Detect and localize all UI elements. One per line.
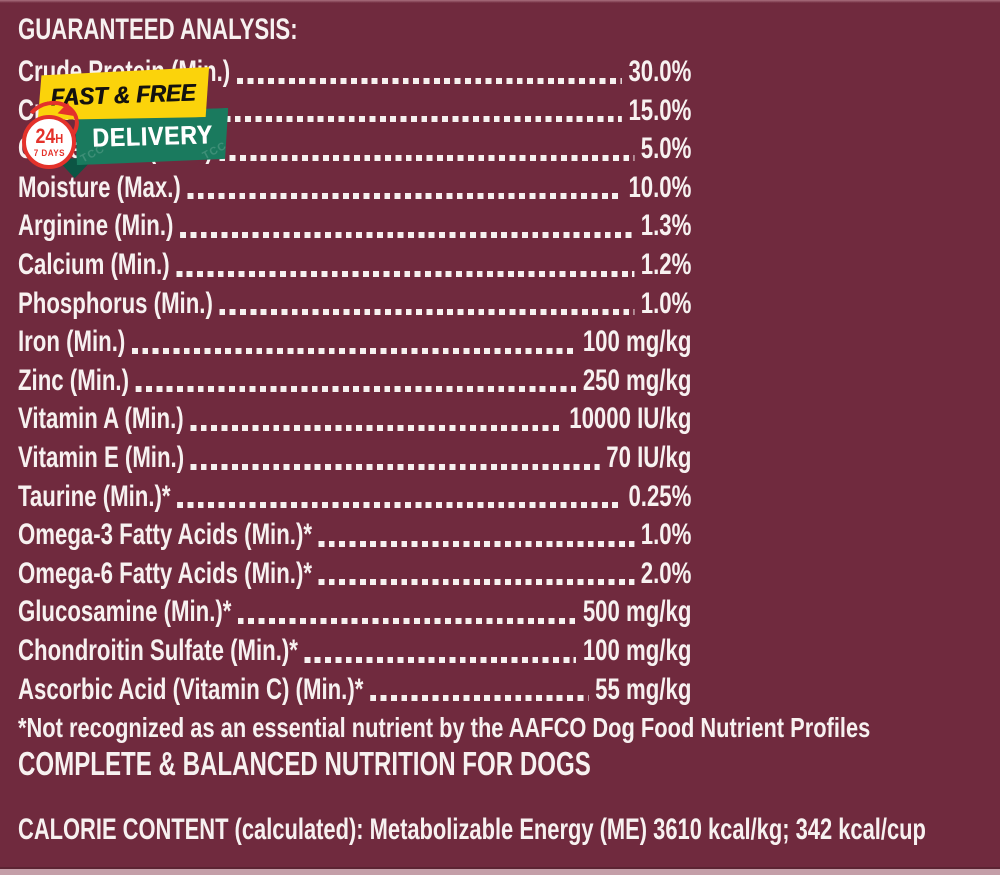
dot-leader <box>131 347 577 354</box>
nutrient-value: 10000 IU/kg <box>569 402 692 436</box>
hours-label: 24H <box>35 124 63 148</box>
nutrient-value: 1.0% <box>640 518 692 552</box>
analysis-row: Arginine (Min.) 1.3% <box>18 207 691 246</box>
nutrient-value: 1.3% <box>640 209 692 243</box>
package-bottom-edge <box>0 867 1000 875</box>
dot-leader <box>190 424 563 431</box>
nutrient-label: Calcium (Min.) <box>18 247 170 281</box>
nutrient-value: 30.0% <box>628 55 692 88</box>
aafco-footnote: *Not recognized as an essential nutrient… <box>18 712 871 743</box>
analysis-row: Iron (Min.) 100 mg/kg <box>18 323 691 362</box>
analysis-row: Vitamin E (Min.) 70 IU/kg <box>18 439 691 478</box>
nutrient-value: 15.0% <box>628 93 692 127</box>
dot-leader <box>304 656 577 663</box>
package-top-edge <box>0 0 1000 3</box>
nutrient-label: Vitamin E (Min.) <box>18 440 185 474</box>
analysis-row: Phosphorus (Min.) 1.0% <box>18 285 691 324</box>
nutrient-label: Phosphorus (Min.) <box>18 286 213 320</box>
analysis-row: Chondroitin Sulfate (Min.)* 100 mg/kg <box>18 632 691 671</box>
nutrient-label: Moisture (Max.) <box>18 170 181 204</box>
analysis-row: Omega-6 Fatty Acids (Min.)* 2.0% <box>18 555 691 594</box>
analysis-row: Taurine (Min.)* 0.25% <box>18 478 691 517</box>
dot-leader <box>187 193 622 200</box>
nutrient-value: 10.0% <box>628 170 692 204</box>
nutrient-label: Iron (Min.) <box>18 325 126 359</box>
nutrient-label: Glucosamine (Min.)* <box>18 595 232 629</box>
dot-leader <box>238 617 577 624</box>
dot-leader <box>135 386 577 393</box>
nutrient-label: Omega-3 Fatty Acids (Min.)* <box>18 518 312 552</box>
nutrient-label: Ascorbic Acid (Vitamin C) (Min.)* <box>18 672 364 706</box>
nutrient-value: 1.2% <box>640 247 692 281</box>
nutrient-label: Chondroitin Sulfate (Min.)* <box>18 633 298 667</box>
dot-leader <box>370 695 589 702</box>
nutrient-label: Omega-6 Fatty Acids (Min.)* <box>18 556 312 590</box>
dot-leader <box>180 231 635 238</box>
analysis-row: Ascorbic Acid (Vitamin C) (Min.)* 55 mg/… <box>18 671 691 710</box>
dot-leader <box>318 579 635 586</box>
nutrient-value: 100 mg/kg <box>582 325 692 359</box>
nutrient-label: Vitamin A (Min.) <box>18 402 184 436</box>
analysis-row: Moisture (Max.) 10.0% <box>18 169 691 208</box>
analysis-row: Calcium (Min.) 1.2% <box>18 246 691 285</box>
complete-balanced-heading: COMPLETE & BALANCED NUTRITION FOR DOGS <box>18 745 591 782</box>
days-label: 7 DAYS <box>33 147 65 158</box>
calorie-content-line: CALORIE CONTENT (calculated): Metaboliza… <box>18 813 926 846</box>
analysis-row: Vitamin A (Min.) 10000 IU/kg <box>18 400 691 439</box>
nutrient-value: 100 mg/kg <box>582 633 692 667</box>
dot-leader <box>176 270 635 277</box>
nutrient-value: 500 mg/kg <box>582 595 692 629</box>
nutrient-value: 0.25% <box>628 479 692 513</box>
nutrient-label: Arginine (Min.) <box>18 209 174 243</box>
dot-leader <box>236 77 622 84</box>
guaranteed-analysis-title: GUARANTEED ANALYSIS: <box>18 13 298 46</box>
dot-leader <box>318 540 635 547</box>
dot-leader <box>219 154 635 161</box>
dot-leader <box>219 309 635 316</box>
dot-leader <box>193 116 622 123</box>
nutrient-value: 70 IU/kg <box>606 440 692 474</box>
analysis-row: Omega-3 Fatty Acids (Min.)* 1.0% <box>18 516 691 555</box>
nutrient-value: 250 mg/kg <box>582 363 692 397</box>
delivery-label: DELIVERY <box>91 119 214 153</box>
analysis-row: Zinc (Min.) 250 mg/kg <box>18 362 691 401</box>
nutrient-label: Zinc (Min.) <box>18 363 129 397</box>
24h-circle-badge: 24H 7 DAYS <box>22 115 76 169</box>
nutrient-value: 5.0% <box>640 132 692 166</box>
nutrient-label: Taurine (Min.)* <box>18 479 171 513</box>
nutrient-value: 1.0% <box>640 286 692 320</box>
nutrient-value: 2.0% <box>640 556 692 590</box>
nutrient-value: 55 mg/kg <box>595 672 692 706</box>
dot-leader <box>177 502 622 509</box>
analysis-row: Glucosamine (Min.)* 500 mg/kg <box>18 593 691 632</box>
dot-leader <box>190 463 600 470</box>
